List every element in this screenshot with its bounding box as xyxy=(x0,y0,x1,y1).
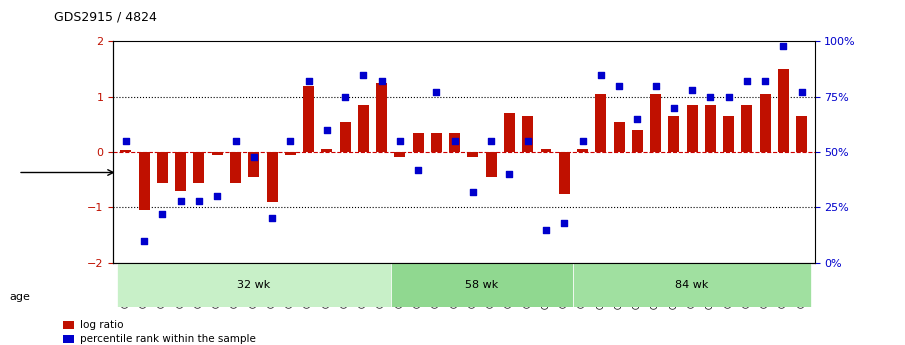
Bar xyxy=(723,116,734,152)
Bar xyxy=(357,105,369,152)
Bar xyxy=(486,152,497,177)
Bar xyxy=(376,83,387,152)
Bar xyxy=(577,149,588,152)
Point xyxy=(228,138,243,144)
Point xyxy=(155,211,169,217)
Text: 84 wk: 84 wk xyxy=(675,280,709,290)
Bar xyxy=(504,114,515,152)
Bar xyxy=(468,152,479,157)
Point xyxy=(703,94,718,99)
Point xyxy=(356,72,370,77)
Bar xyxy=(759,94,771,152)
Text: GDS2915 / 4824: GDS2915 / 4824 xyxy=(54,10,157,23)
Point xyxy=(630,116,644,122)
Bar xyxy=(778,69,789,152)
Text: 32 wk: 32 wk xyxy=(237,280,271,290)
Point xyxy=(137,238,151,244)
Bar xyxy=(741,105,752,152)
Point xyxy=(447,138,462,144)
FancyBboxPatch shape xyxy=(117,263,391,307)
Point xyxy=(174,198,188,204)
Point xyxy=(538,227,553,232)
Bar xyxy=(413,133,424,152)
Bar xyxy=(614,122,624,152)
Bar xyxy=(558,152,570,194)
Point xyxy=(393,138,407,144)
Point xyxy=(265,216,280,221)
Bar xyxy=(540,149,551,152)
Bar xyxy=(705,105,716,152)
Bar xyxy=(303,86,314,152)
Bar xyxy=(650,94,661,152)
Point xyxy=(484,138,499,144)
FancyBboxPatch shape xyxy=(574,263,811,307)
Point xyxy=(648,83,662,88)
Bar xyxy=(176,152,186,191)
Bar xyxy=(321,149,332,152)
Bar xyxy=(431,133,442,152)
Point xyxy=(246,154,261,159)
Point xyxy=(466,189,481,195)
Text: age: age xyxy=(9,292,30,302)
Point xyxy=(776,43,791,49)
Point xyxy=(301,79,316,84)
Point xyxy=(576,138,590,144)
Bar xyxy=(395,152,405,157)
Point xyxy=(283,138,298,144)
Point xyxy=(210,194,224,199)
Point xyxy=(667,105,681,110)
Point xyxy=(612,83,626,88)
Bar xyxy=(157,152,168,183)
Text: percentile rank within the sample: percentile rank within the sample xyxy=(80,334,255,344)
Point xyxy=(594,72,608,77)
Point xyxy=(429,90,443,95)
Bar xyxy=(248,152,259,177)
Text: 58 wk: 58 wk xyxy=(465,280,499,290)
Point xyxy=(375,79,389,84)
Bar xyxy=(138,152,149,210)
Bar xyxy=(120,150,131,152)
Point xyxy=(758,79,773,84)
Point xyxy=(520,138,535,144)
Bar xyxy=(595,94,606,152)
Point xyxy=(119,138,133,144)
Bar xyxy=(194,152,205,183)
Point xyxy=(319,127,334,133)
Point xyxy=(739,79,754,84)
Bar xyxy=(687,105,698,152)
Bar xyxy=(285,152,296,155)
Point xyxy=(502,171,517,177)
Point xyxy=(685,87,700,93)
Point xyxy=(338,94,352,99)
Text: log ratio: log ratio xyxy=(80,321,123,330)
Bar xyxy=(796,116,807,152)
Bar xyxy=(449,133,460,152)
Point xyxy=(192,198,206,204)
Point xyxy=(411,167,425,172)
Point xyxy=(721,94,736,99)
FancyBboxPatch shape xyxy=(391,263,574,307)
Point xyxy=(557,220,572,226)
Bar xyxy=(632,130,643,152)
Bar xyxy=(212,152,223,155)
Bar xyxy=(669,116,680,152)
Point xyxy=(795,90,809,95)
Bar xyxy=(522,116,533,152)
Bar xyxy=(230,152,241,183)
Bar xyxy=(339,122,350,152)
Bar xyxy=(267,152,278,202)
